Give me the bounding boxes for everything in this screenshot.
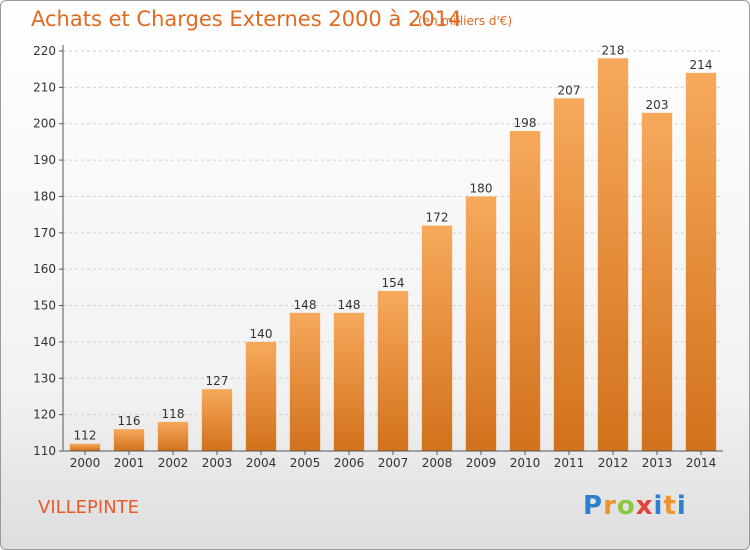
bar [157, 421, 189, 451]
x-tick-label: 2010 [510, 456, 541, 470]
bar [641, 112, 673, 452]
chart-unit: (en milliers d'€) [418, 14, 513, 28]
bar [333, 312, 365, 451]
bar [553, 98, 585, 451]
logo-letter: t [663, 491, 677, 521]
x-tick-label: 2008 [422, 456, 453, 470]
y-tick-label: 150 [33, 299, 56, 313]
data-label: 140 [250, 327, 273, 341]
bar [421, 225, 453, 451]
proxiti-logo: Proxiti [583, 491, 687, 521]
city-name: VILLEPINTE [38, 497, 140, 518]
data-label: 203 [646, 98, 669, 112]
bar [69, 443, 101, 451]
bar [597, 58, 629, 451]
bar [377, 291, 409, 451]
y-tick-label: 200 [33, 117, 56, 131]
bar [685, 72, 717, 452]
bar [245, 341, 277, 451]
data-label: 214 [690, 58, 713, 72]
y-tick-label: 130 [33, 371, 56, 385]
x-tick-label: 2005 [290, 456, 321, 470]
y-tick-label: 120 [33, 408, 56, 422]
data-label: 118 [162, 407, 185, 421]
x-tick-label: 2002 [158, 456, 189, 470]
axis-layer: 110 120 130 140 150 160 170 180 190 200 210 220 2000… [33, 44, 723, 470]
y-tick-label: 190 [33, 153, 56, 167]
chart-title: Achats et Charges Externes 2000 à 2014 [31, 7, 462, 31]
data-label: 127 [206, 374, 229, 388]
data-label: 198 [514, 116, 537, 130]
data-label: 180 [470, 181, 493, 195]
logo-letter: i [676, 491, 687, 521]
data-label: 172 [426, 211, 449, 225]
data-label: 116 [118, 414, 141, 428]
x-tick-label: 2009 [466, 456, 497, 470]
bar [201, 389, 233, 451]
logo-letter: P [583, 491, 604, 521]
y-tick-label: 180 [33, 189, 56, 203]
y-tick-label: 110 [33, 444, 56, 458]
data-label: 148 [294, 298, 317, 312]
x-tick-label: 2003 [202, 456, 233, 470]
y-tick-label: 170 [33, 226, 56, 240]
logo-letter: i [653, 491, 664, 521]
x-tick-label: 2000 [70, 456, 101, 470]
logo-letter: x [635, 491, 654, 521]
bar [113, 429, 145, 451]
y-tick-label: 140 [33, 335, 56, 349]
bar [465, 196, 497, 451]
logo-letter: r [603, 491, 617, 521]
data-label: 207 [558, 83, 581, 97]
y-tick-label: 210 [33, 80, 56, 94]
x-tick-label: 2011 [554, 456, 585, 470]
y-tick-label: 220 [33, 44, 56, 58]
x-tick-label: 2006 [334, 456, 365, 470]
bars-layer: 112 116 118 127 140 148 148 154 172 180 198 207 218 2… [69, 43, 717, 452]
x-tick-label: 2004 [246, 456, 277, 470]
x-tick-label: 2012 [598, 456, 629, 470]
bar [289, 312, 321, 451]
bar [509, 131, 541, 451]
data-label: 218 [602, 43, 625, 57]
logo-letter: o [616, 491, 636, 521]
data-label: 148 [338, 298, 361, 312]
x-tick-label: 2014 [686, 456, 717, 470]
x-tick-label: 2001 [114, 456, 145, 470]
data-label: 112 [74, 429, 97, 443]
data-label: 154 [382, 276, 405, 290]
x-tick-label: 2013 [642, 456, 673, 470]
x-tick-label: 2007 [378, 456, 409, 470]
y-tick-label: 160 [33, 262, 56, 276]
